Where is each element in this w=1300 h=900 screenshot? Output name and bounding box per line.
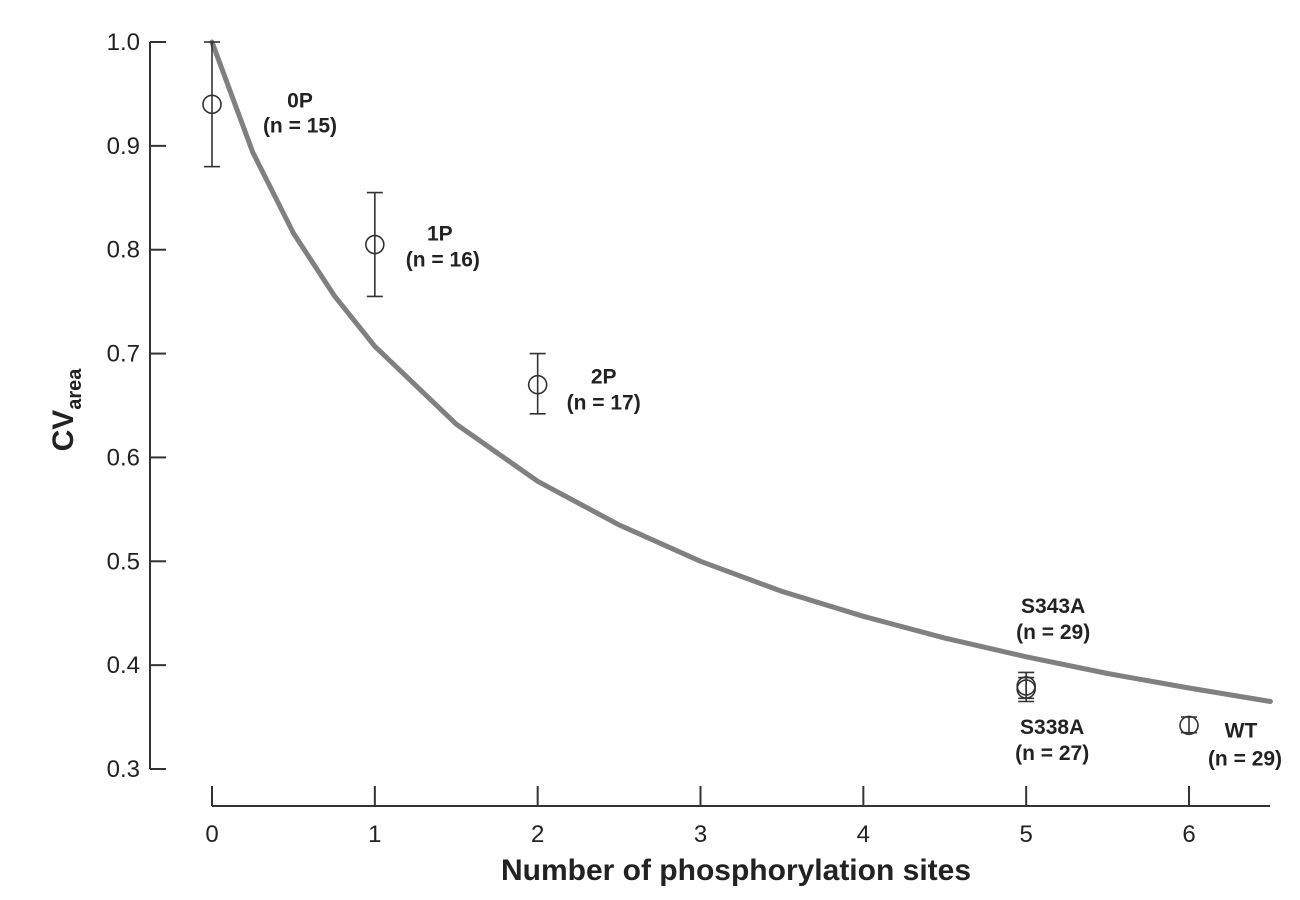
label-s343a: S343A xyxy=(1021,595,1085,618)
label-n-2p: (n = 17) xyxy=(567,392,641,415)
label-n-wt: (n = 29) xyxy=(1208,747,1282,770)
points-layer xyxy=(202,41,1199,736)
y-tick-label: 0.9 xyxy=(107,133,140,160)
label-2p: 2P xyxy=(591,366,617,389)
fit-curve xyxy=(209,39,1273,704)
x-tick-label: 4 xyxy=(857,821,870,848)
data-point-0p xyxy=(202,41,222,168)
x-tick-label: 1 xyxy=(368,821,381,848)
label-s338a: S338A xyxy=(1020,716,1084,739)
y-tick-label: 0.3 xyxy=(107,756,140,783)
annotations-layer: 0P(n = 15) 1P (n = 16) 2P (n = 17) S343A (n = … xyxy=(263,89,1282,770)
x-tick-label: 3 xyxy=(694,821,707,848)
y-tick-label: 0.5 xyxy=(107,548,140,575)
y-tick-label: 0.6 xyxy=(107,444,140,471)
label-n-s343a: (n = 29) xyxy=(1016,621,1090,644)
x-axis-title: Number of phosphorylation sites xyxy=(501,854,971,887)
point-marker xyxy=(527,374,548,395)
label-wt: WT xyxy=(1225,719,1258,742)
point-marker xyxy=(365,234,385,255)
data-point-2p xyxy=(527,352,548,415)
y-tick-label: 0.8 xyxy=(107,237,140,264)
point-marker xyxy=(1179,715,1199,736)
x-tick-label: 6 xyxy=(1182,821,1195,848)
x-tick-label: 0 xyxy=(205,821,218,848)
y-axis-title: CVarea xyxy=(47,368,86,452)
curve-layer xyxy=(209,39,1273,704)
data-point-s338a xyxy=(1016,676,1036,703)
y-axis-title-sub: area xyxy=(64,368,86,410)
x-tick-label: 2 xyxy=(531,821,544,848)
label-1p: 1P xyxy=(427,223,453,246)
data-point-1p xyxy=(365,191,385,298)
point-marker xyxy=(1016,679,1036,699)
data-point-wt xyxy=(1179,715,1199,736)
axes: 0.3 0.4 0.5 0.6 0.7 0.8 0.9 1.0 0 1 2 3 4 5 6 xyxy=(107,29,1270,848)
label-n-1p: (n = 16) xyxy=(406,249,480,272)
x-tick-label: 5 xyxy=(1019,821,1032,848)
label-0p: 0P xyxy=(287,89,313,112)
y-tick-label: 0.7 xyxy=(107,341,140,368)
label-n-0p: (n = 15) xyxy=(263,114,337,137)
label-n-s338a: (n = 27) xyxy=(1015,742,1089,765)
y-axis-title-main: CV xyxy=(47,410,80,452)
y-tick-label: 1.0 xyxy=(107,29,140,56)
y-tick-label: 0.4 xyxy=(107,652,140,679)
point-marker xyxy=(202,94,222,115)
